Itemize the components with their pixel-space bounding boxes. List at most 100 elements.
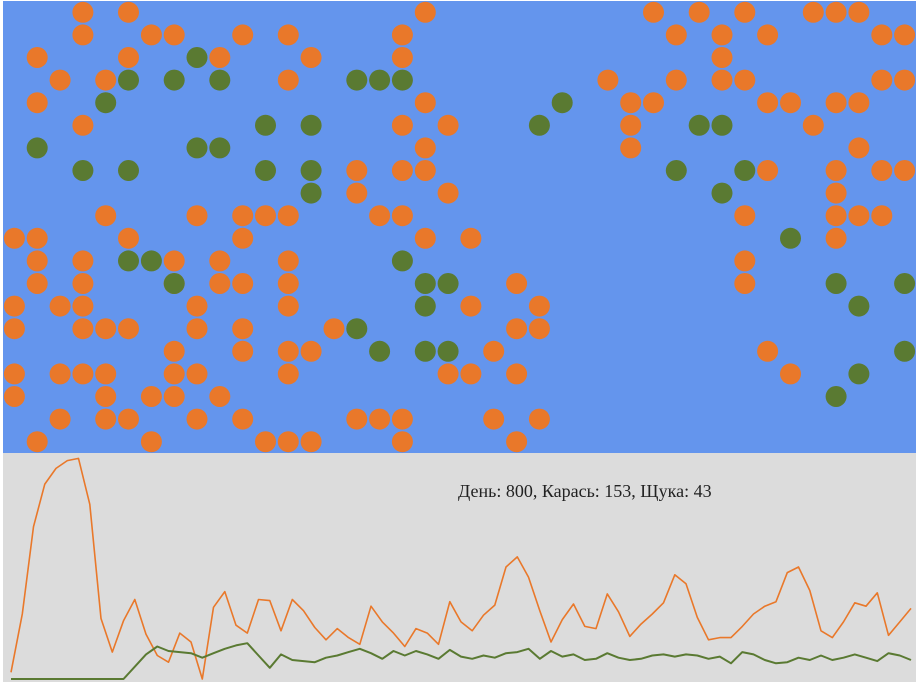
carp-fish bbox=[528, 295, 550, 317]
carp-fish bbox=[186, 408, 208, 430]
carp-fish bbox=[186, 295, 208, 317]
carp-fish bbox=[232, 408, 254, 430]
carp-fish bbox=[26, 227, 48, 249]
carp-fish bbox=[506, 273, 528, 294]
carp-fish bbox=[49, 69, 71, 91]
carp-fish bbox=[848, 137, 870, 159]
carp-fish bbox=[72, 114, 94, 136]
carp-fish bbox=[26, 431, 48, 453]
carp-fish bbox=[848, 205, 870, 227]
pike-fish bbox=[369, 69, 391, 91]
carp-fish bbox=[780, 363, 801, 385]
carp-fish bbox=[186, 205, 208, 227]
carp-fish bbox=[506, 363, 528, 385]
pike-fish bbox=[848, 363, 870, 385]
carp-fish bbox=[414, 92, 436, 114]
carp-fish bbox=[391, 408, 413, 430]
carp-fish bbox=[140, 386, 162, 407]
pike-fish bbox=[437, 340, 459, 362]
status-readout: День: 800, Карась: 153, Щука: 43 bbox=[458, 481, 712, 501]
pike-fish bbox=[688, 114, 710, 136]
carp-fish bbox=[894, 69, 916, 91]
pike-fish bbox=[780, 227, 801, 249]
carp-fish bbox=[414, 160, 436, 181]
carp-fish bbox=[163, 24, 185, 46]
carp-fish bbox=[620, 137, 642, 159]
carp-fish bbox=[894, 24, 916, 46]
carp-fish bbox=[232, 24, 254, 46]
day-value: 800 bbox=[505, 481, 533, 501]
carp-fish bbox=[186, 363, 208, 385]
pike-fish bbox=[118, 250, 139, 272]
pike-fish bbox=[894, 340, 916, 362]
carp-fish bbox=[209, 47, 231, 68]
carp-count: 153 bbox=[604, 481, 632, 501]
carp-fish bbox=[277, 340, 299, 362]
pike-fish bbox=[300, 160, 322, 181]
pike-fish bbox=[825, 386, 847, 407]
pike-fish bbox=[848, 295, 870, 317]
carp-fish bbox=[118, 408, 139, 430]
carp-fish bbox=[871, 160, 893, 181]
carp-fish bbox=[711, 69, 733, 91]
carp-fish bbox=[72, 273, 94, 294]
carp-fish bbox=[528, 408, 550, 430]
carp-fish bbox=[757, 160, 779, 181]
carp-fish bbox=[848, 92, 870, 114]
carp-population-line bbox=[10, 457, 912, 680]
pond-field bbox=[3, 1, 916, 453]
carp-fish bbox=[277, 295, 299, 317]
carp-fish bbox=[734, 205, 756, 227]
carp-fish bbox=[118, 227, 139, 249]
carp-fish bbox=[140, 24, 162, 46]
carp-fish bbox=[734, 273, 756, 294]
carp-fish bbox=[72, 24, 94, 46]
carp-fish bbox=[391, 431, 413, 453]
pike-fish bbox=[255, 114, 276, 136]
carp-fish bbox=[300, 47, 322, 68]
pike-count: 43 bbox=[693, 481, 712, 501]
carp-fish bbox=[369, 205, 391, 227]
carp-fish bbox=[26, 92, 48, 114]
population-chart-svg bbox=[10, 457, 912, 680]
carp-fish bbox=[711, 24, 733, 46]
carp-fish bbox=[894, 160, 916, 181]
carp-fish bbox=[734, 250, 756, 272]
carp-fish bbox=[300, 340, 322, 362]
carp-fish bbox=[95, 205, 117, 227]
carp-fish bbox=[825, 227, 847, 249]
carp-fish bbox=[232, 227, 254, 249]
pike-fish bbox=[551, 92, 573, 114]
pike-fish bbox=[894, 273, 916, 294]
day-label: День: bbox=[458, 481, 502, 501]
carp-fish bbox=[186, 318, 208, 340]
carp-fish bbox=[414, 1, 436, 23]
pike-fish bbox=[140, 250, 162, 272]
pike-fish bbox=[300, 182, 322, 204]
carp-fish bbox=[255, 431, 276, 453]
carp-fish bbox=[118, 1, 139, 23]
pike-fish bbox=[437, 273, 459, 294]
carp-fish bbox=[95, 363, 117, 385]
carp-fish bbox=[506, 431, 528, 453]
carp-fish bbox=[460, 363, 482, 385]
carp-fish bbox=[665, 24, 687, 46]
pike-fish bbox=[95, 92, 117, 114]
carp-fish bbox=[277, 250, 299, 272]
carp-fish bbox=[72, 1, 94, 23]
carp-fish bbox=[277, 273, 299, 294]
carp-fish bbox=[95, 318, 117, 340]
carp-fish bbox=[209, 273, 231, 294]
carp-fish bbox=[802, 114, 824, 136]
carp-label: Карась: bbox=[541, 481, 600, 501]
carp-fish bbox=[3, 363, 25, 385]
pike-fish bbox=[825, 273, 847, 294]
carp-fish bbox=[255, 205, 276, 227]
pike-fish bbox=[300, 114, 322, 136]
pike-fish bbox=[528, 114, 550, 136]
carp-fish bbox=[95, 386, 117, 407]
carp-fish bbox=[871, 24, 893, 46]
pike-fish bbox=[414, 273, 436, 294]
carp-fish bbox=[3, 227, 25, 249]
carp-fish bbox=[711, 47, 733, 68]
